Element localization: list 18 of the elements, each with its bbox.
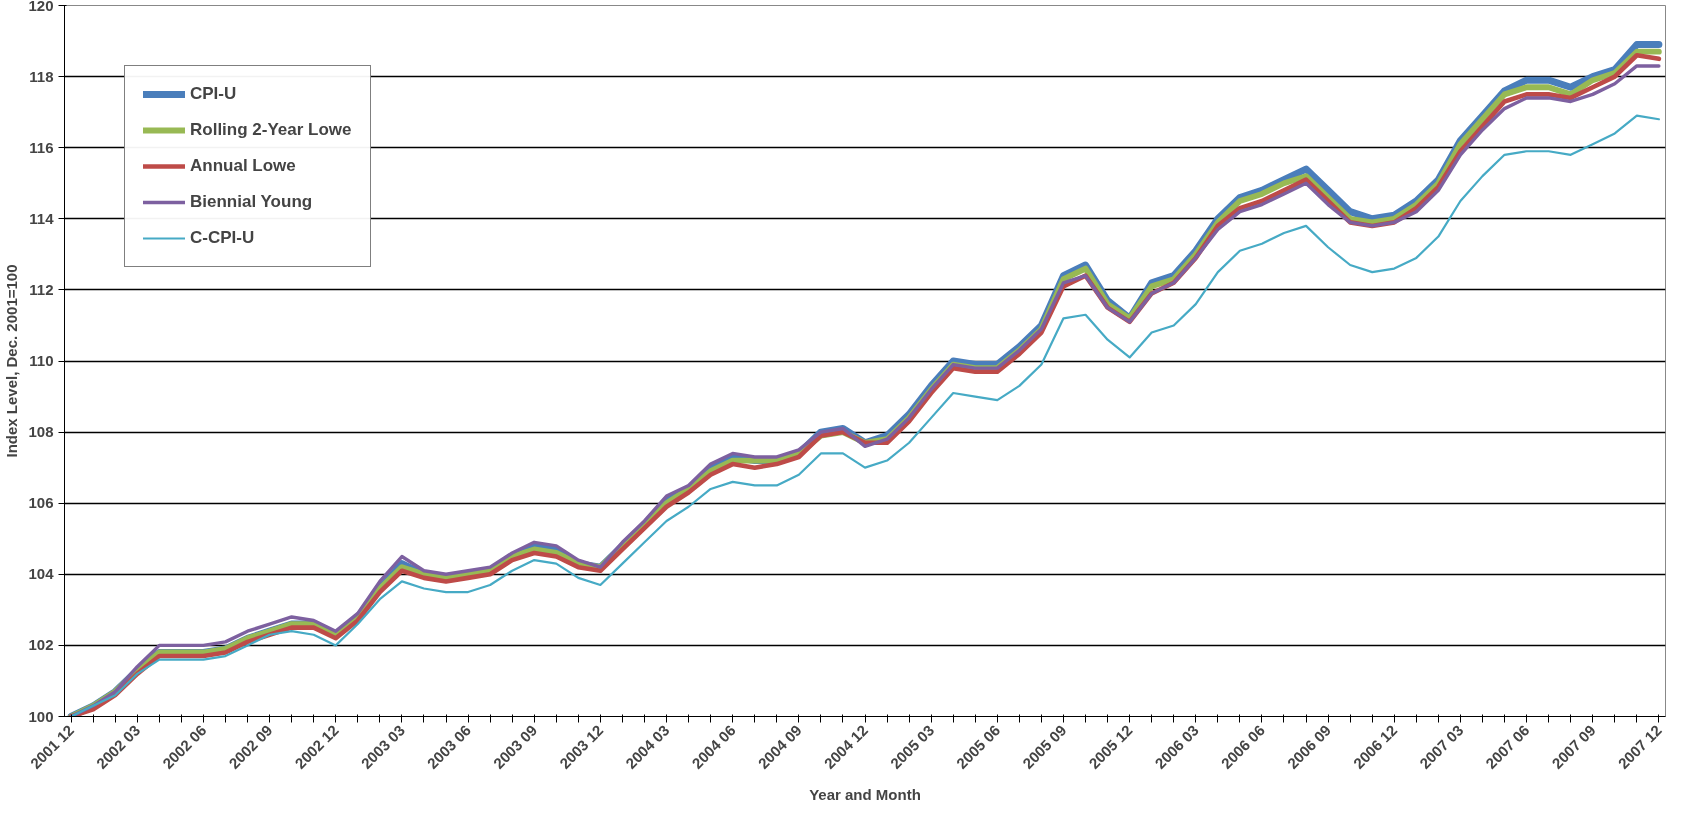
legend-label: Rolling 2-Year Lowe [190,120,352,140]
legend-label: CPI-U [190,84,237,104]
legend-label: C-CPI-U [190,228,255,248]
y-tick-label: 120 [28,0,54,14]
y-tick-label: 104 [28,565,55,583]
y-tick-label: 100 [28,707,54,725]
x-axis-title: Year and Month [809,785,921,803]
y-axis-title: Index Level, Dec. 2001=100 [3,264,21,458]
y-tick-label: 112 [29,280,54,298]
legend-label: Annual Lowe [190,156,296,176]
y-tick-label: 114 [29,209,55,227]
y-tick-label: 118 [29,67,54,85]
y-tick-label: 108 [28,423,54,441]
y-tick-label: 102 [28,636,54,654]
y-tick-label: 106 [28,494,54,512]
y-tick-label: 116 [29,138,54,156]
y-tick-label: 110 [29,352,54,369]
legend-label: Biennial Young [190,192,313,212]
